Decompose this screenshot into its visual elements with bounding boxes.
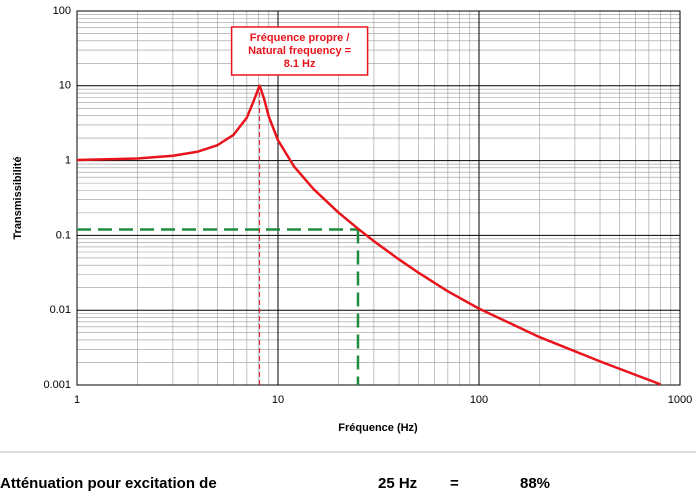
y-axis-label: Transmissibilité xyxy=(12,156,24,239)
y-tick-label: 1 xyxy=(65,155,71,167)
y-tick-label: 100 xyxy=(53,5,71,17)
plot: Fréquence propre /Natural frequency =8.1… xyxy=(76,26,661,386)
footer-label: Atténuation pour excitation de xyxy=(0,475,217,492)
footer-attenuation: 88% xyxy=(520,475,550,492)
y-tick-label: 0.01 xyxy=(50,304,71,316)
x-axis-label: Fréquence (Hz) xyxy=(338,422,418,434)
y-tick-label: 0.001 xyxy=(43,379,71,391)
y-tick-label: 0.1 xyxy=(56,229,71,241)
annotation-text: Natural frequency = xyxy=(248,45,351,57)
footer-frequency: 25 Hz xyxy=(378,475,417,492)
annotation-text: Fréquence propre / xyxy=(250,32,350,44)
x-tick-label: 100 xyxy=(470,394,488,406)
x-tick-label: 10 xyxy=(272,394,284,406)
transmissibility-curve xyxy=(76,84,661,386)
plot-area xyxy=(76,10,681,386)
footer-equals: = xyxy=(450,475,459,492)
x-tick-label: 1000 xyxy=(668,394,692,406)
y-tick-label: 10 xyxy=(59,80,71,92)
annotation-box xyxy=(230,26,369,76)
x-tick-label: 1 xyxy=(74,394,80,406)
annotation-text: 8.1 Hz xyxy=(284,58,316,70)
